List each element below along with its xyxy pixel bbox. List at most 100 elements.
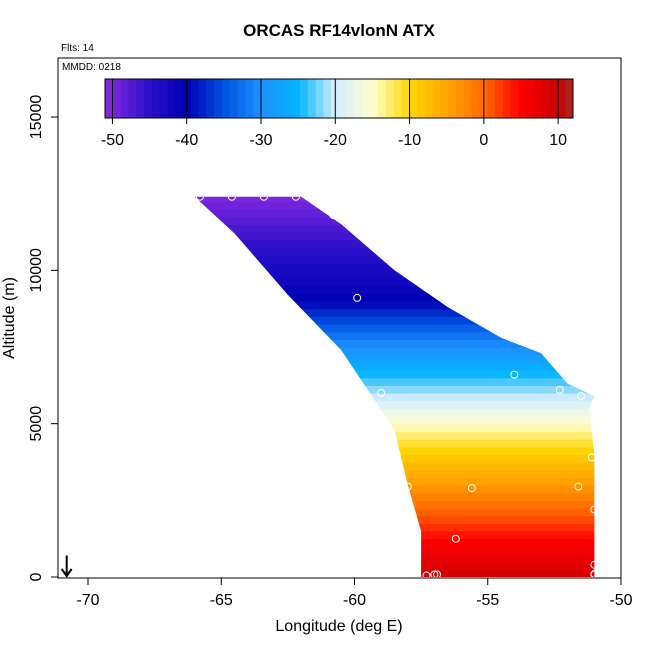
chart-title: ORCAS RF14vlonN ATX <box>243 21 435 40</box>
colorbar-segment <box>292 79 301 118</box>
y-tick-label: 10000 <box>28 248 45 293</box>
field-band <box>194 255 595 264</box>
colorbar-segment <box>136 79 145 118</box>
colorbar-segment <box>409 79 418 118</box>
y-axis-label: Altitude (m) <box>1 277 18 359</box>
field-band <box>194 331 595 340</box>
field-band <box>194 431 595 440</box>
field-band <box>194 485 595 494</box>
colorbar-segment <box>284 79 293 118</box>
colorbar-segment <box>198 79 207 118</box>
y-tick-label: 5000 <box>28 406 45 442</box>
obs-point <box>577 392 585 401</box>
colorbar-segment <box>144 79 153 118</box>
field-band <box>194 462 595 471</box>
field-band <box>194 262 595 271</box>
colorbar-segment <box>175 79 184 118</box>
field-band <box>168 186 608 194</box>
field-band <box>194 285 595 294</box>
obs-point <box>587 453 596 462</box>
colorbar-segment <box>502 79 512 118</box>
colorbar-segment <box>370 79 379 118</box>
field-band <box>194 554 595 563</box>
field-band <box>194 224 595 233</box>
field-band <box>194 270 595 279</box>
obs-point <box>590 560 599 569</box>
colorbar-segment <box>112 79 122 118</box>
colorbar-segment <box>549 79 558 118</box>
colorbar-tick-label: -10 <box>398 132 421 149</box>
colorbar-segment <box>417 79 426 118</box>
colorbar-segment <box>276 79 285 118</box>
field-band <box>194 523 595 532</box>
colorbar-segment <box>159 79 168 118</box>
colorbar-segment <box>448 79 457 118</box>
field-band <box>194 216 595 225</box>
field-band <box>194 515 595 524</box>
colorbar-segment <box>362 79 371 118</box>
field-band <box>194 538 595 547</box>
colorbar-segment <box>495 79 504 118</box>
x-tick-label: -65 <box>210 592 233 609</box>
y-tick-label: 0 <box>28 572 45 581</box>
flights-note: Flts: 14 <box>61 43 94 54</box>
colorbar-segment <box>440 79 449 118</box>
field-band <box>194 308 595 317</box>
obs-point <box>510 370 519 379</box>
colorbar-segment <box>261 79 270 118</box>
obs-point <box>227 192 236 201</box>
field-band <box>194 278 595 287</box>
field-band <box>194 324 595 333</box>
colorbar-segment <box>557 79 566 118</box>
field-band <box>194 362 595 371</box>
colorbar-segment <box>526 79 535 118</box>
obs-point <box>422 571 431 580</box>
obs-point <box>403 482 412 491</box>
observation-points <box>195 192 599 580</box>
colorbar-tick-label: 0 <box>479 132 488 149</box>
colorbar-segment <box>245 79 254 118</box>
colorbar-segment <box>339 79 348 118</box>
obs-point <box>195 192 204 201</box>
colorbar-segment <box>206 79 215 118</box>
colorbar-segment <box>393 79 402 118</box>
colorbar-segment <box>190 79 200 118</box>
colorbar-segment <box>214 79 223 118</box>
obs-point <box>377 389 386 397</box>
colorbar-segment <box>487 79 496 118</box>
obs-point <box>574 482 583 491</box>
colorbar-segment <box>237 79 246 118</box>
field-band <box>194 316 595 325</box>
obs-point <box>291 192 300 201</box>
colorbar-segment <box>510 79 519 118</box>
arrow-marker <box>60 555 73 578</box>
colorbar-frame <box>104 78 574 119</box>
x-tick-label: -50 <box>609 592 632 609</box>
colorbar-segment <box>253 79 262 118</box>
colorbar-segment <box>401 79 410 118</box>
colorbar-segment <box>565 79 574 118</box>
colorbar-segment <box>378 79 387 118</box>
field-band <box>194 370 595 379</box>
obs-point <box>259 192 268 201</box>
field-band <box>194 209 595 218</box>
colorbar-segment <box>151 79 161 118</box>
obs-point <box>555 385 564 394</box>
field-band <box>194 196 595 202</box>
colorbar-segment <box>128 79 137 118</box>
colorbar-tick-label: -20 <box>324 132 347 149</box>
y-axis: 0 5000 10000 15000 <box>28 95 59 581</box>
field-band <box>194 423 595 432</box>
colorbar-segment <box>518 79 527 118</box>
colorbar-segment <box>354 79 363 118</box>
colorbar-segment <box>167 79 176 118</box>
colorbar-segment <box>463 79 473 118</box>
colorbar-tick-label: -40 <box>175 132 198 149</box>
colorbar-tick-label: -30 <box>249 132 272 149</box>
obs-point <box>451 534 460 543</box>
field-band <box>194 400 595 409</box>
colorbar-segment <box>323 79 332 118</box>
obs-point <box>467 484 476 493</box>
field-band <box>194 569 595 577</box>
